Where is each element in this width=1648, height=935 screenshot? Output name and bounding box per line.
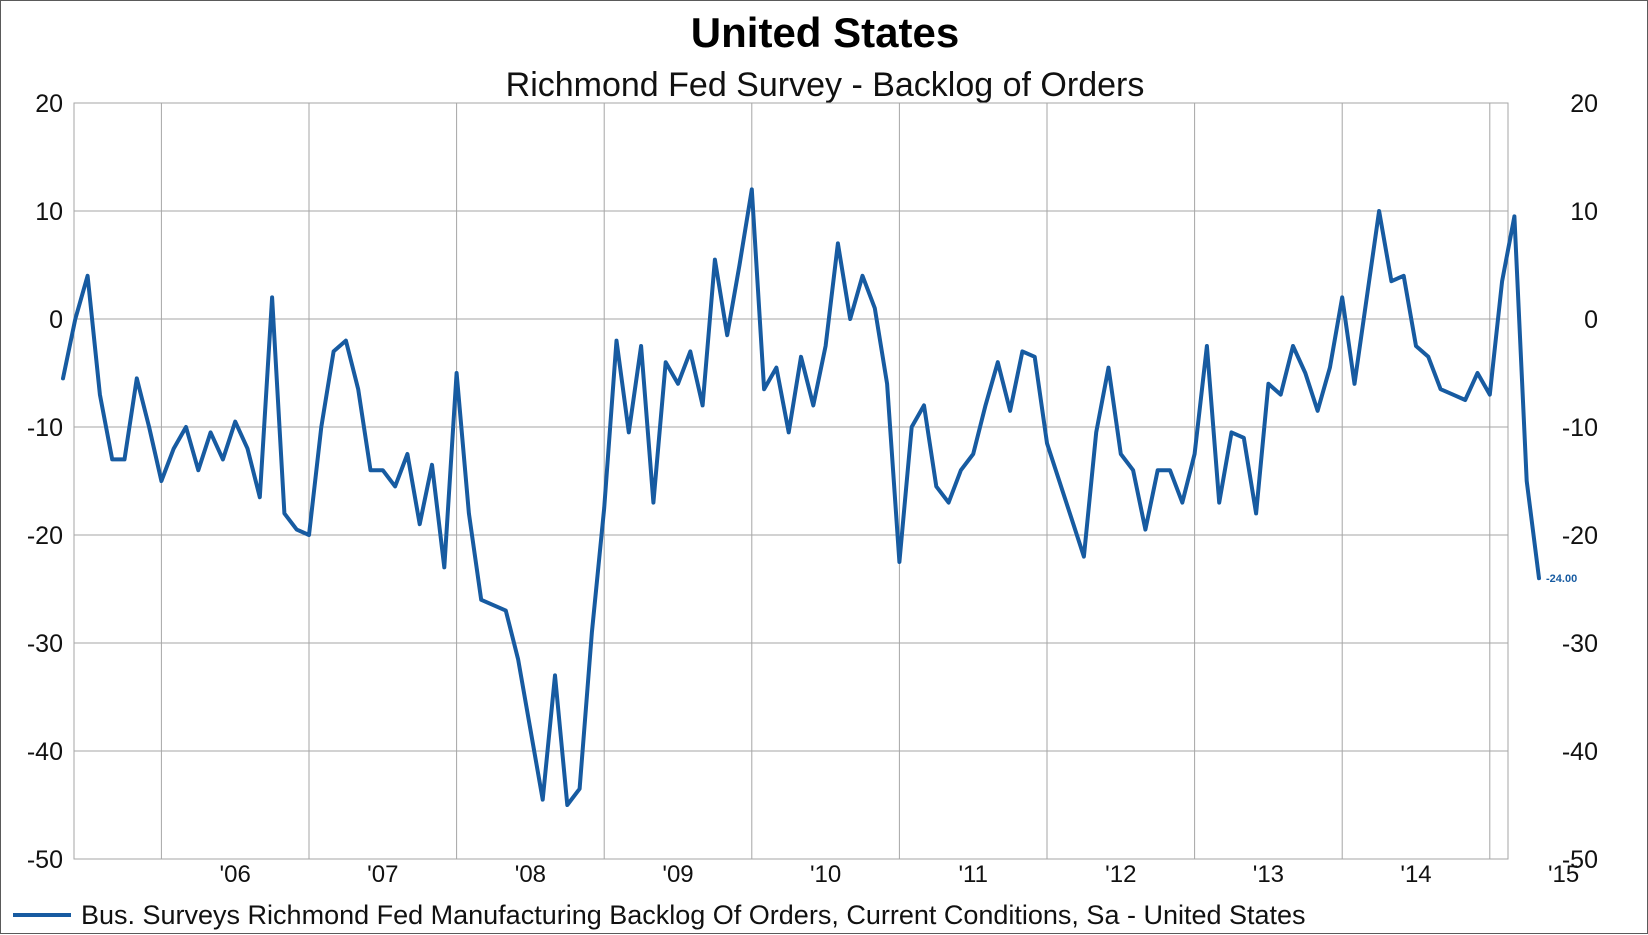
x-tick-label: '12 <box>1105 861 1136 888</box>
y-tick-label-left: 10 <box>35 198 63 226</box>
x-tick-label: '09 <box>662 861 693 888</box>
y-tick-label-right: -20 <box>1562 522 1598 550</box>
y-tick-label-right: -40 <box>1562 738 1598 766</box>
x-tick-label: '15 <box>1548 861 1579 888</box>
x-tick-label: '06 <box>220 861 251 888</box>
legend-label: Bus. Surveys Richmond Fed Manufacturing … <box>81 900 1306 930</box>
y-tick-label-left: -40 <box>27 738 63 766</box>
legend: Bus. Surveys Richmond Fed Manufacturing … <box>13 900 1306 930</box>
x-tick-label: '07 <box>367 861 398 888</box>
series-line <box>61 187 1541 807</box>
series-layer: -24.00 <box>61 187 1577 807</box>
chart-subtitle: Richmond Fed Survey - Backlog of Orders <box>506 66 1145 104</box>
y-tick-label-left: 0 <box>49 306 63 334</box>
y-tick-label-left: -50 <box>27 846 63 874</box>
x-tick-label: '08 <box>515 861 546 888</box>
y-tick-label-left: 20 <box>35 90 63 118</box>
y-tick-label-right: 10 <box>1570 198 1598 226</box>
x-tick-label: '11 <box>958 861 988 888</box>
x-axis: '06 '07 '08 '09 '10 '11 '12 '13 '14 '15 <box>220 861 1580 888</box>
chart-title: United States <box>691 9 959 56</box>
y-tick-label-left: -10 <box>27 414 63 442</box>
y-tick-label-right: -30 <box>1562 630 1598 658</box>
y-tick-label-right: -50 <box>1562 846 1598 874</box>
last-value-label: -24.00 <box>1546 573 1577 585</box>
y-axis-right: 20 10 0 -10 -20 -30 -40 -50 <box>1562 90 1598 874</box>
grid <box>73 102 1509 860</box>
y-tick-label-right: 20 <box>1570 90 1598 118</box>
y-tick-label-left: -30 <box>27 630 63 658</box>
plot-area <box>73 102 1509 860</box>
y-axis-left: 20 10 0 -10 -20 -30 -40 -50 <box>27 90 63 874</box>
y-tick-label-right: 0 <box>1584 306 1598 334</box>
x-tick-label: '10 <box>810 861 841 888</box>
x-tick-label: '14 <box>1400 861 1431 888</box>
y-tick-label-right: -10 <box>1562 414 1598 442</box>
y-tick-label-left: -20 <box>27 522 63 550</box>
x-tick-label: '13 <box>1253 861 1284 888</box>
